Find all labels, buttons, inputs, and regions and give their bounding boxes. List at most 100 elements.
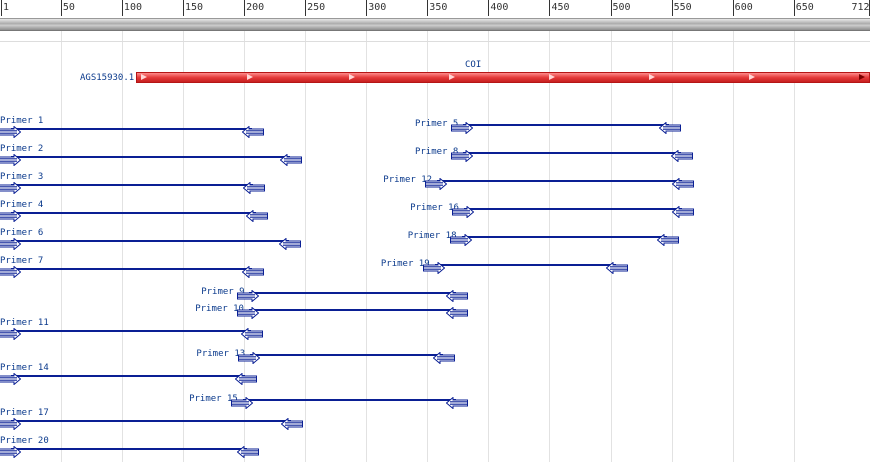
forward-primer-arrow-icon[interactable] (0, 370, 22, 386)
forward-primer-arrow-icon[interactable] (450, 147, 474, 163)
ruler-tick-label: 500 (612, 2, 631, 13)
primer-label: Primer 13 (196, 349, 246, 359)
primer-amplicon-line[interactable] (11, 420, 292, 422)
forward-primer-arrow-icon[interactable] (0, 325, 22, 341)
primer-amplicon-line[interactable] (437, 180, 683, 182)
primer-amplicon-line[interactable] (462, 152, 681, 154)
ruler-tick (1, 0, 2, 16)
forward-primer-arrow-icon[interactable] (0, 123, 22, 139)
grid-line (244, 31, 246, 462)
primer-amplicon-line[interactable] (243, 399, 457, 401)
reverse-primer-arrow-icon[interactable] (278, 235, 301, 251)
ruler-tick-label: 400 (490, 2, 509, 13)
forward-primer-arrow-icon[interactable] (0, 179, 22, 195)
primer-amplicon-line[interactable] (11, 268, 253, 270)
gene-feature-bar[interactable] (136, 72, 870, 83)
forward-primer-arrow-icon[interactable] (0, 263, 22, 279)
reverse-primer-arrow-icon[interactable] (243, 179, 266, 195)
forward-primer-arrow-icon[interactable] (237, 287, 260, 303)
forward-primer-arrow-icon[interactable] (237, 304, 260, 320)
reverse-primer-arrow-icon[interactable] (670, 147, 693, 163)
forward-primer-arrow-icon[interactable] (0, 415, 22, 431)
primer-amplicon-line[interactable] (461, 236, 668, 238)
strand-arrow-icon (141, 74, 147, 80)
grid-line (488, 31, 490, 462)
forward-primer-arrow-icon[interactable] (238, 349, 261, 365)
reverse-primer-arrow-icon[interactable] (445, 394, 469, 410)
ruler-tick (793, 0, 795, 16)
primer-label: Primer 14 (0, 363, 49, 373)
gene-label: COI (465, 60, 482, 70)
reverse-primer-arrow-icon[interactable] (241, 123, 265, 139)
primer-label: Primer 4 (0, 200, 44, 210)
reverse-primer-arrow-icon[interactable] (245, 207, 268, 223)
forward-primer-arrow-icon[interactable] (0, 207, 22, 223)
reverse-primer-arrow-icon[interactable] (240, 325, 263, 341)
reverse-primer-arrow-icon[interactable] (241, 263, 265, 279)
forward-primer-arrow-icon[interactable] (449, 231, 472, 247)
ruler-tick-label: 600 (734, 2, 753, 13)
grid-line (183, 31, 184, 462)
reverse-primer-arrow-icon[interactable] (657, 231, 680, 247)
ruler-tick-label: 712 (851, 2, 870, 13)
primer-amplicon-line[interactable] (11, 128, 253, 130)
forward-primer-arrow-icon[interactable] (0, 235, 22, 251)
ruler-tick-label: 650 (795, 2, 814, 13)
reverse-primer-arrow-icon[interactable] (234, 370, 257, 386)
strand-arrow-icon (549, 74, 555, 80)
primer-amplicon-line[interactable] (11, 375, 245, 377)
primer-label: Primer 6 (0, 228, 44, 238)
grid-line (366, 31, 368, 462)
primer-amplicon-line[interactable] (11, 240, 289, 242)
position-ruler: 1 50 100 150 200 250 300 350 400 450 500 550 600 650 7… (0, 0, 870, 19)
reverse-primer-arrow-icon[interactable] (658, 119, 681, 135)
primer-amplicon-line[interactable] (249, 292, 457, 294)
reverse-primer-arrow-icon[interactable] (280, 415, 304, 431)
primer-amplicon-line[interactable] (249, 309, 457, 311)
grid-line (732, 31, 734, 462)
horizontal-scrollbar[interactable] (0, 19, 870, 31)
strand-arrow-icon (449, 74, 455, 80)
ruler-tick (60, 0, 62, 16)
primer-amplicon-line[interactable] (11, 330, 251, 332)
ruler-tick (183, 0, 184, 16)
grid-line (549, 31, 551, 462)
ruler-tick-label: 300 (368, 2, 387, 13)
primer-amplicon-line[interactable] (434, 264, 617, 266)
primer-amplicon-line[interactable] (250, 354, 443, 356)
ruler-tick-label: 1 (3, 2, 10, 13)
primer-label: Primer 18 (407, 231, 457, 241)
primer-label: Primer 5 (414, 119, 459, 129)
grid-line (671, 31, 673, 462)
reverse-primer-arrow-icon[interactable] (279, 151, 302, 167)
ruler-tick-label: 100 (123, 2, 142, 13)
reverse-primer-arrow-icon[interactable] (605, 259, 629, 275)
primer-amplicon-line[interactable] (11, 212, 256, 214)
primer-amplicon-line[interactable] (11, 448, 248, 450)
primer-amplicon-line[interactable] (11, 156, 290, 158)
forward-primer-arrow-icon[interactable] (0, 151, 22, 167)
primer-label: Primer 11 (0, 318, 49, 328)
ruler-tick (671, 0, 673, 16)
forward-primer-arrow-icon[interactable] (452, 203, 475, 219)
forward-primer-arrow-icon[interactable] (450, 119, 474, 135)
reverse-primer-arrow-icon[interactable] (671, 175, 695, 191)
forward-primer-arrow-icon[interactable] (231, 394, 254, 410)
primer-amplicon-line[interactable] (11, 184, 254, 186)
strand-arrow-icon (649, 74, 655, 80)
ruler-tick-label: 50 (62, 2, 75, 13)
grid-line (60, 31, 62, 462)
primer-label: Primer 7 (0, 256, 44, 266)
primer-amplicon-line[interactable] (464, 208, 683, 210)
reverse-primer-arrow-icon[interactable] (236, 443, 260, 459)
reverse-primer-arrow-icon[interactable] (432, 349, 455, 365)
reverse-primer-arrow-icon[interactable] (445, 304, 469, 320)
reverse-primer-arrow-icon[interactable] (445, 287, 469, 303)
primer-amplicon-line[interactable] (462, 124, 669, 126)
forward-primer-arrow-icon[interactable] (422, 259, 446, 275)
reverse-primer-arrow-icon[interactable] (671, 203, 695, 219)
forward-primer-arrow-icon[interactable] (0, 443, 22, 459)
forward-primer-arrow-icon[interactable] (425, 175, 448, 191)
ruler-tick (610, 0, 612, 16)
